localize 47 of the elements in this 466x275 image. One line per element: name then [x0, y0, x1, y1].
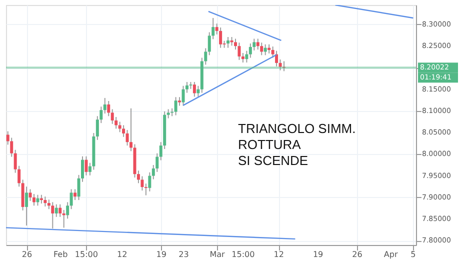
candlestick: [44, 196, 47, 208]
candlestick: [74, 188, 77, 201]
candlestick: [238, 42, 241, 60]
x-tick-label: 23: [178, 250, 189, 259]
candlestick: [122, 124, 126, 138]
candlestick: [268, 44, 271, 54]
candlestick: [260, 42, 264, 56]
annotation: TRIANGOLO SIMM.: [238, 121, 356, 136]
x-tick-label: 5: [410, 250, 416, 259]
candlestick: [70, 188, 73, 210]
candlestick: [58, 204, 62, 218]
x-tick-label: Apr: [384, 250, 398, 259]
candlestick: [166, 108, 170, 119]
candlestick: [182, 85, 185, 106]
x-tick-label: Mar: [210, 250, 226, 259]
candlestick: [28, 188, 32, 202]
candlestick: [248, 42, 252, 58]
x-tick-label: 12: [274, 250, 284, 259]
x-tick-label: Feb: [53, 250, 68, 259]
candlestick: [32, 193, 36, 206]
candlestick: [107, 100, 110, 117]
candlestick: [51, 202, 54, 230]
candlestick: [118, 121, 122, 133]
candlestick: [148, 172, 152, 192]
candlestick: [241, 52, 244, 64]
annotation: SI SCENDE: [238, 153, 308, 168]
candlestick: [25, 186, 28, 226]
candlestick: [110, 108, 114, 124]
x-tick-label: 19: [156, 250, 166, 259]
candlestick: [192, 81, 196, 98]
candlestick: [103, 97, 106, 114]
candlestick: [278, 58, 282, 71]
candlestick: [54, 204, 58, 218]
candlestick: [174, 96, 178, 116]
candlestick: [245, 50, 248, 64]
candlestick: [226, 36, 230, 48]
candlestick: [219, 26, 222, 48]
annotation: ROTTURA: [238, 137, 302, 152]
x-tick-label: 19: [312, 250, 324, 259]
candlestick: [144, 183, 148, 196]
x-tick-label: 12: [117, 250, 128, 259]
x-tick-label: 15:00: [74, 250, 98, 259]
x-tick-label: 26: [352, 250, 362, 259]
x-tick-label: 15:00: [232, 250, 255, 259]
candlestick: [84, 156, 88, 176]
candlestick: [185, 81, 188, 94]
x-tick-label: 26: [22, 250, 32, 259]
